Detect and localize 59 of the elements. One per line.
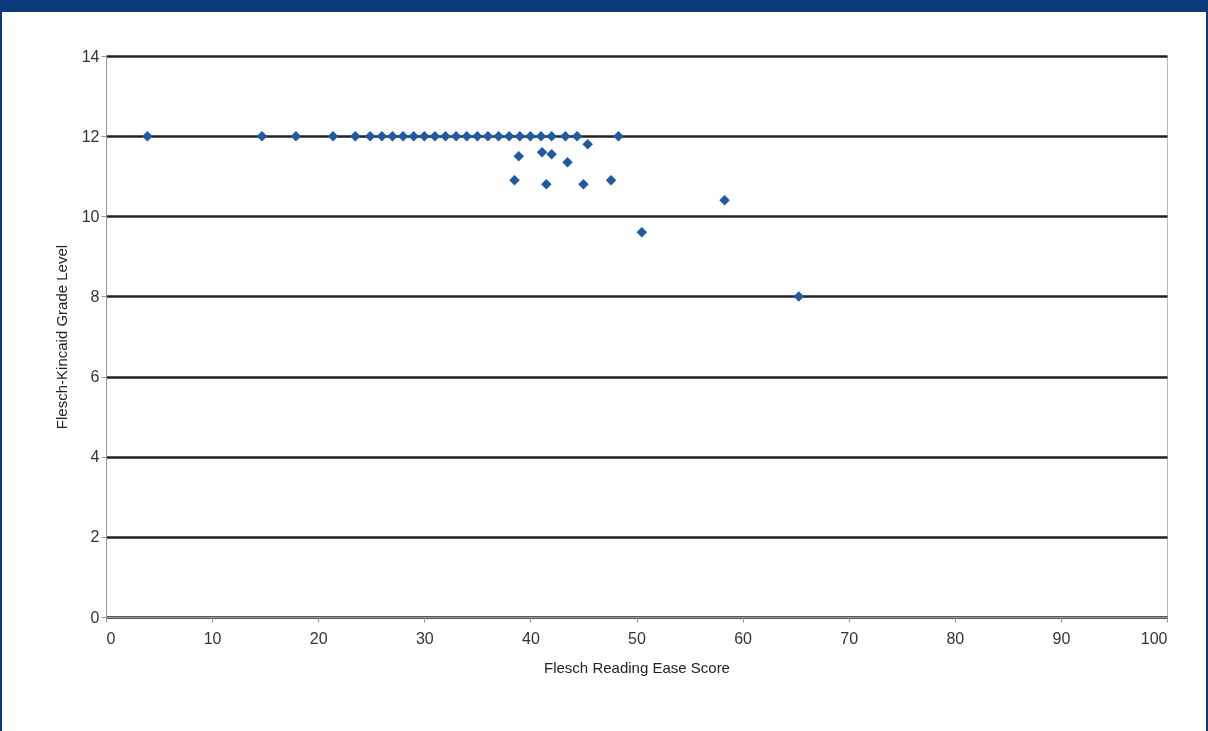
point (582, 138, 593, 150)
point (364, 130, 376, 142)
point (535, 130, 547, 142)
point (376, 130, 388, 142)
point (613, 130, 624, 142)
point (560, 130, 571, 142)
point (525, 130, 536, 142)
point (408, 130, 419, 142)
point (461, 130, 472, 142)
point (327, 130, 339, 142)
x-tick-label: 40 (522, 629, 540, 647)
point (509, 174, 520, 186)
y-axis-title: Flesch-Kincaid Grade Level (52, 244, 70, 430)
point (482, 130, 494, 142)
y-tick-label: 12 (81, 127, 100, 145)
x-tick-label: 70 (840, 629, 859, 647)
point (397, 130, 409, 142)
point (541, 178, 552, 190)
point (419, 130, 430, 142)
point (793, 291, 805, 302)
x-tick-label: 50 (628, 629, 646, 647)
point (493, 130, 504, 142)
x-tick-label: 10 (203, 629, 222, 647)
x-tick-label: 90 (1052, 629, 1071, 647)
point (256, 130, 268, 142)
point (429, 130, 441, 142)
x-axis-title: Flesch Reading Ease Score (544, 658, 730, 676)
point (636, 227, 648, 238)
point (578, 178, 589, 190)
x-tick-label: 80 (946, 629, 965, 647)
point (440, 130, 451, 142)
point (514, 130, 526, 142)
point (546, 148, 557, 160)
point (450, 130, 462, 142)
y-tick-label: 4 (90, 448, 100, 466)
point (387, 130, 398, 142)
point (350, 130, 361, 142)
point (605, 174, 617, 186)
x-tick-label: 0 (106, 629, 116, 647)
y-tick-label: 10 (81, 207, 100, 225)
y-tick-label: 6 (90, 368, 100, 386)
x-tick-label: 60 (734, 629, 753, 647)
point (142, 130, 153, 142)
y-tick-label: 8 (90, 287, 100, 305)
point (472, 130, 483, 142)
x-tick-label: 20 (309, 629, 328, 647)
point (562, 156, 573, 168)
point (290, 130, 302, 142)
y-tick-label: 2 (90, 528, 100, 546)
point (536, 146, 548, 158)
point (513, 150, 524, 162)
point (719, 195, 730, 206)
x-tick-label: 100 (1140, 629, 1168, 647)
point (546, 130, 557, 142)
point (503, 130, 515, 142)
point (571, 130, 583, 142)
y-tick-label: 0 (90, 608, 100, 626)
y-tick-label: 14 (81, 47, 100, 65)
x-tick-label: 30 (415, 629, 434, 647)
